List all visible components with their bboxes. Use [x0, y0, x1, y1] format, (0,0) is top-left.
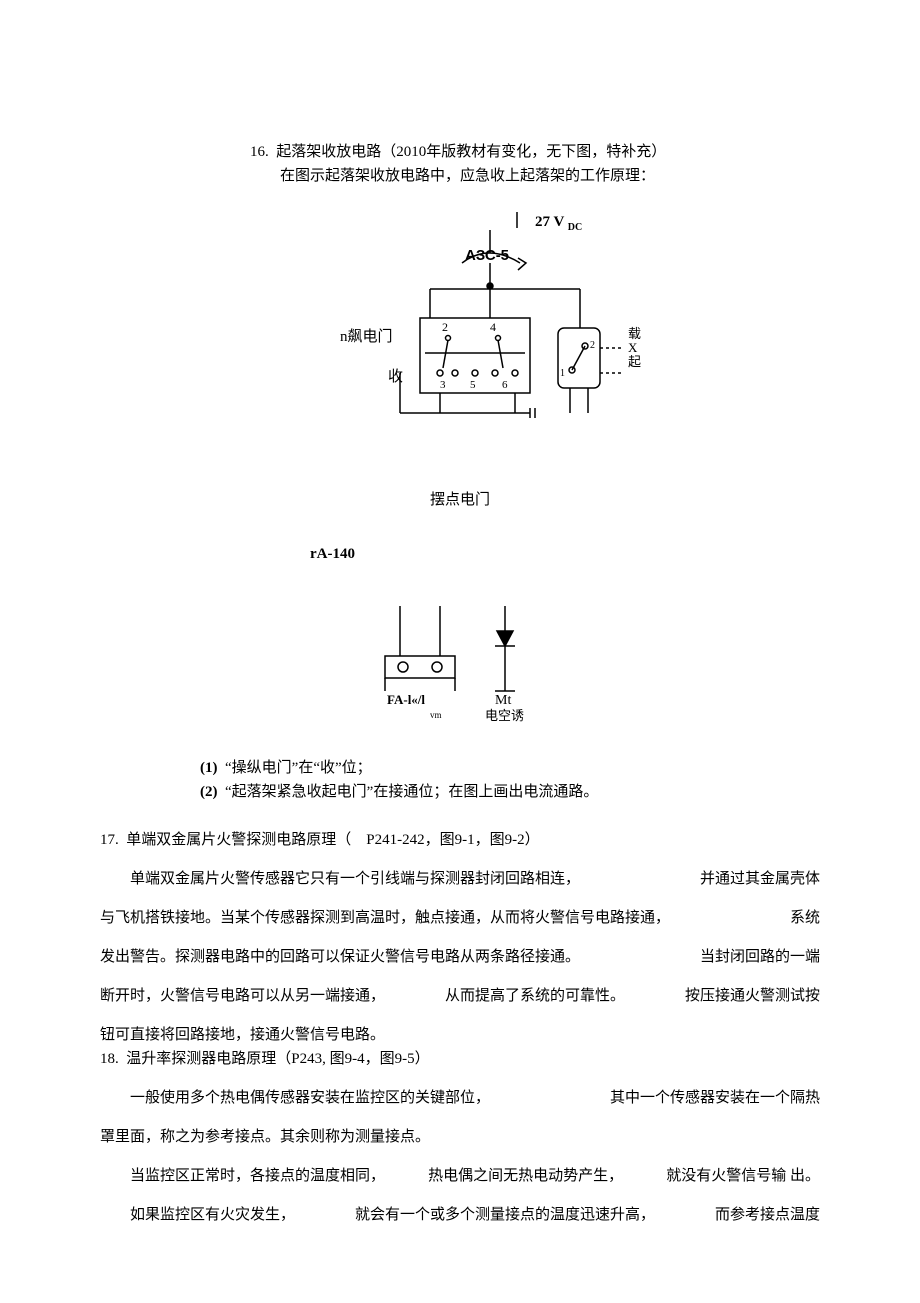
item18-l4: 如果监控区有火灾发生， 就会有一个或多个测量接点的温度迅速升高， 而参考接点温度	[100, 1203, 820, 1227]
p1-num: (1)	[200, 760, 218, 776]
item17-l1: 单端双金属片火警传感器它只有一个引线端与探测器封闭回路相连， 并通过其金属壳体	[100, 867, 820, 891]
right-label: 载 X 起	[628, 326, 644, 369]
pin-5: 5	[470, 379, 476, 391]
item17-l3: 发出警告。探测器电路中的回路可以保证火警信号电路从两条路径接通。 当封闭回路的一…	[100, 945, 820, 969]
circuit-diagram-1: 27 V DC АЗС-5	[270, 208, 650, 468]
item16-num: 16.	[250, 144, 269, 160]
item17-l4: 断开时，火警信号电路可以从另一端接通， 从而提高了系统的可靠性。 按压接通火警测…	[100, 984, 820, 1008]
document-page: 16. 起落架收放电路（2010年版教材有变化，无下图，特补充） 在图示起落架收…	[0, 0, 920, 1302]
item17: 17. 单端双金属片火警探测电路原理（ P241-242，图9-1，图9-2） …	[100, 828, 820, 1047]
rpin-2: 2	[590, 340, 595, 351]
t: 热电偶之间无热电动势产生，	[398, 1164, 623, 1188]
shou-label: 收	[388, 368, 403, 385]
t: 当封闭回路的一端	[700, 945, 820, 969]
circuit-diagram-2: FA-l«/l vm Mt 电空诱	[345, 586, 575, 726]
item17-ref: P241-242，图9-1，图9-2）	[366, 832, 539, 848]
t: 按压接通火警测试按	[685, 984, 820, 1008]
pin-2: 2	[442, 320, 448, 334]
item18-l3: 当监控区正常时，各接点的温度相同， 热电偶之间无热电动势产生， 就没有火警信号输…	[100, 1164, 820, 1188]
pin-3: 3	[440, 379, 446, 391]
item16-sub: 在图示起落架收放电路中，应急收上起落架的工作原理：	[100, 164, 820, 188]
item18-title: 温升率探测器电路原理（P243, 图9-4，图9-5）	[126, 1051, 429, 1067]
item18-l1: 一般使用多个热电偶传感器安装在监控区的关键部位， 其中一个传感器安装在一个隔热	[100, 1086, 820, 1110]
pin-6: 6	[502, 379, 508, 391]
t: 而参考接点温度	[685, 1203, 820, 1227]
t: 单端双金属片火警传感器它只有一个引线端与探测器封闭回路相连，	[100, 867, 580, 891]
item17-head: 17. 单端双金属片火警探测电路原理（ P241-242，图9-1，图9-2）	[100, 828, 820, 852]
fa-label: FA-l«/l	[387, 692, 425, 707]
fig1-caption: 摆点电门	[100, 488, 820, 512]
p2-text: “起落架紧急收起电门”在接通位；在图上画出电流通路。	[225, 784, 598, 800]
item16-title: 起落架收放电路（2010年版教材有变化，无下图，特补充）	[276, 144, 666, 160]
t: 一般使用多个热电偶传感器安装在监控区的关键部位，	[100, 1086, 490, 1110]
figure-2: FA-l«/l vm Mt 电空诱	[100, 586, 820, 726]
t: 并通过其金属壳体	[670, 867, 820, 891]
item18-l2: 罩里面，称之为参考接点。其余则称为测量接点。	[100, 1125, 820, 1149]
t: 从而提高了系统的可靠性。	[445, 984, 625, 1008]
item18: 18. 温升率探测器电路原理（P243, 图9-4，图9-5） 一般使用多个热电…	[100, 1047, 820, 1227]
sub-label: 电空诱	[485, 708, 524, 723]
item16-points: (1) “操纵电门”在“收”位； (2) “起落架紧急收起电门”在接通位；在图上…	[100, 756, 820, 804]
t: 发出警告。探测器电路中的回路可以保证火警信号电路从两条路径接通。	[100, 945, 580, 969]
t: 如果监控区有火灾发生，	[100, 1203, 295, 1227]
figure-1: 27 V DC АЗС-5	[100, 208, 820, 468]
item17-title: 单端双金属片火警探测电路原理（	[126, 832, 351, 848]
item17-num: 17.	[100, 832, 119, 848]
item17-l5: 钮可直接将回路接地，接通火警信号电路。	[100, 1023, 820, 1047]
vm-label: vm	[430, 710, 442, 720]
point-2: (2) “起落架紧急收起电门”在接通位；在图上画出电流通路。	[200, 780, 820, 804]
t: 与飞机搭铁接地。当某个传感器探测到高温时，触点接通，从而将火警信号电路接通，	[100, 906, 670, 930]
point-1: (1) “操纵电门”在“收”位；	[200, 756, 820, 780]
item16-head: 16. 起落架收放电路（2010年版教材有变化，无下图，特补充）	[100, 140, 820, 164]
t: 就会有一个或多个测量接点的温度迅速升高，	[325, 1203, 655, 1227]
rpin-1: 1	[560, 368, 565, 379]
mt-label: Mt	[495, 693, 511, 708]
item17-l2: 与飞机搭铁接地。当某个传感器探测到高温时，触点接通，从而将火警信号电路接通， 系…	[100, 906, 820, 930]
p1-text: “操纵电门”在“收”位；	[225, 760, 372, 776]
item18-head: 18. 温升率探测器电路原理（P243, 图9-4，图9-5）	[100, 1047, 820, 1071]
t: 系统	[790, 906, 820, 930]
t: 当监控区正常时，各接点的温度相同，	[100, 1164, 385, 1188]
t: 其中一个传感器安装在一个隔热	[580, 1086, 820, 1110]
p2-num: (2)	[200, 784, 218, 800]
voltage-label: 27 V DC	[535, 214, 582, 233]
t: 就没有火警信号输 出。	[636, 1164, 820, 1188]
left-label: n飙电门	[340, 328, 393, 345]
t: 断开时，火警信号电路可以从另一端接通，	[100, 984, 385, 1008]
pin-4: 4	[490, 320, 496, 334]
ra140-label: rA-140	[310, 542, 820, 566]
item18-num: 18.	[100, 1051, 119, 1067]
